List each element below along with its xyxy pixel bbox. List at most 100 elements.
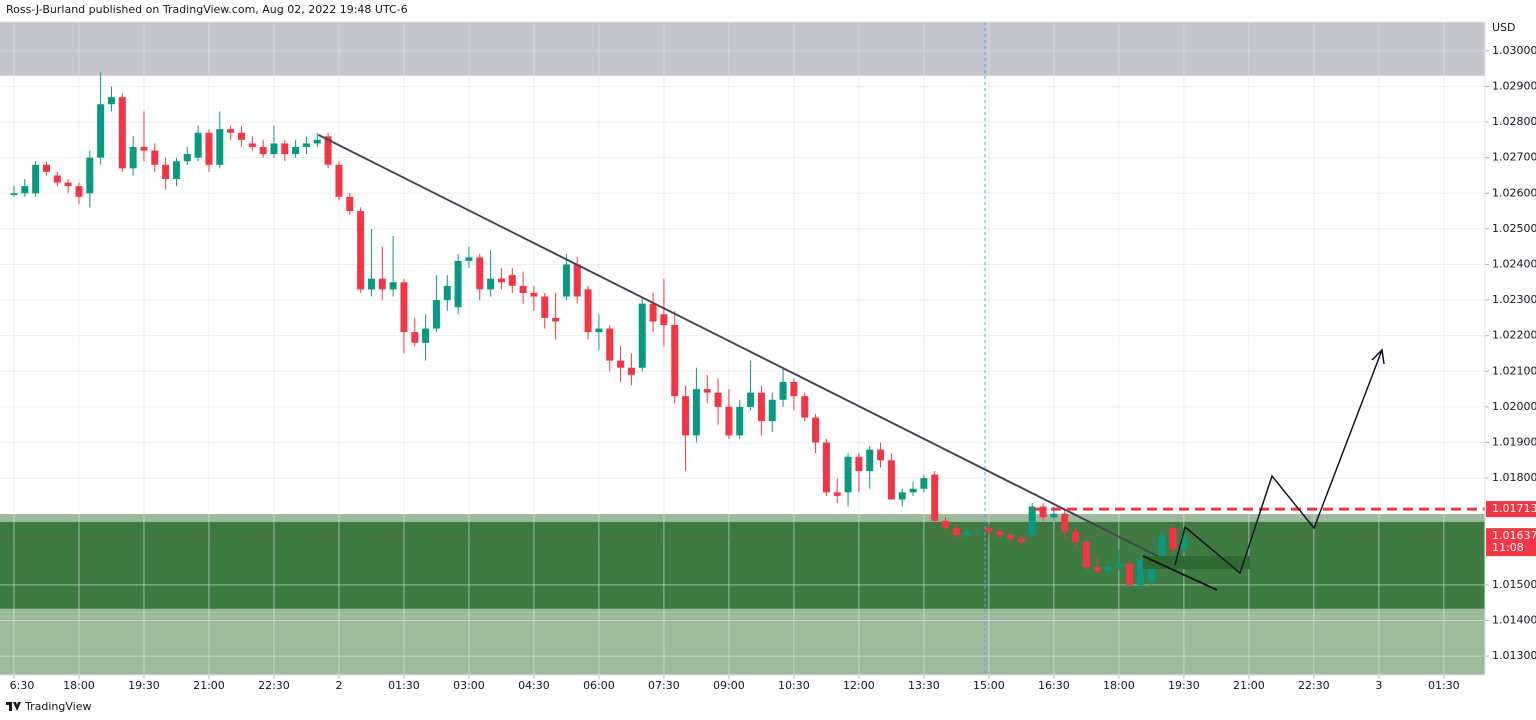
candle-body <box>627 367 635 375</box>
trend-line <box>317 133 1176 566</box>
candle-body <box>584 289 592 333</box>
y-tick-label: 1.01500 <box>1492 578 1536 591</box>
candle-body <box>974 531 982 533</box>
candle-body <box>573 264 581 297</box>
candle-body <box>812 417 820 443</box>
candle-body <box>1007 535 1015 539</box>
candle-body <box>1050 513 1058 518</box>
candle-body <box>86 157 94 194</box>
candle-body <box>595 328 603 333</box>
candle-body <box>140 146 148 151</box>
candle-body <box>248 143 256 147</box>
x-tick-label: 12:00 <box>843 679 875 692</box>
x-tick-label: 3 <box>1375 679 1382 692</box>
candle-body <box>487 278 495 290</box>
candle-body <box>10 193 18 196</box>
candle-body <box>671 325 679 397</box>
candle-body <box>194 132 202 158</box>
candle-body <box>162 164 170 180</box>
y-tick-label: 1.02900 <box>1492 79 1536 92</box>
candle-body <box>866 449 874 471</box>
candle-body <box>292 146 300 155</box>
x-tick-label: 15:00 <box>973 679 1005 692</box>
candle-body <box>465 257 473 261</box>
axes: 1.03000 1.02900 1.02800 1.02700 1.02600 1.025… <box>10 44 1536 692</box>
x-tick-label: 06:00 <box>583 679 615 692</box>
candle-body <box>660 314 668 326</box>
candle-body <box>21 186 29 194</box>
candle-body <box>736 406 744 436</box>
candle-body <box>1147 559 1155 582</box>
x-tick-label: 07:30 <box>648 679 680 692</box>
candle-body <box>1082 542 1090 568</box>
logo-icon <box>6 702 21 711</box>
candle-body <box>790 381 798 397</box>
candle-body <box>887 460 895 500</box>
x-tick-label: 6:30 <box>10 679 35 692</box>
y-tick-label: 1.02700 <box>1492 151 1536 164</box>
candle-body <box>411 332 419 343</box>
zone <box>0 521 1485 609</box>
x-tick-label: 01:30 <box>1428 679 1460 692</box>
candle-body <box>703 389 711 393</box>
x-tick-label: 21:00 <box>1233 679 1265 692</box>
candle-body <box>931 474 939 521</box>
candle-body <box>1028 506 1036 536</box>
candle-body <box>714 392 722 407</box>
x-tick-label: 19:30 <box>1168 679 1200 692</box>
x-tick-label: 18:00 <box>63 679 95 692</box>
level-label-box <box>1486 501 1536 518</box>
candle-body <box>400 282 408 333</box>
candle-body <box>53 175 61 183</box>
x-tick-label: 2 <box>335 679 342 692</box>
candle-body <box>1104 567 1112 571</box>
candle-body <box>346 196 354 212</box>
header-text: Ross-J-Burland published on TradingView.… <box>6 3 408 16</box>
candle-body <box>259 146 267 155</box>
drawing-line <box>1142 555 1218 591</box>
x-tick-label: 09:00 <box>713 679 745 692</box>
candle-body <box>508 275 516 286</box>
candle-body <box>443 285 451 301</box>
candle-body <box>1158 535 1166 560</box>
y-tick-label: 1.02000 <box>1492 400 1536 413</box>
candle-body <box>118 97 126 169</box>
candle-body <box>64 182 72 187</box>
candle-body <box>389 282 397 290</box>
candle-body <box>237 132 245 140</box>
x-tick-label: 21:00 <box>193 679 225 692</box>
y-tick-label: 1.01800 <box>1492 471 1536 484</box>
candle-body <box>1115 563 1123 568</box>
candle-body <box>692 389 700 436</box>
y-tick-label: 1.02500 <box>1492 222 1536 235</box>
zone <box>0 22 1485 76</box>
candle-body <box>216 129 224 165</box>
candle-body <box>378 278 386 290</box>
x-tick-label: 10:30 <box>778 679 810 692</box>
candle-body <box>205 132 213 165</box>
footer-logo <box>6 702 21 711</box>
candle-body <box>768 399 776 422</box>
x-tick-label: 13:30 <box>908 679 940 692</box>
candle-body <box>151 150 159 165</box>
zones <box>0 22 1485 675</box>
candle-body <box>454 260 462 308</box>
candle-body <box>562 264 570 297</box>
grid <box>0 22 1485 675</box>
candle-body <box>497 278 505 283</box>
candle-body <box>757 392 765 422</box>
candle-body <box>985 527 993 532</box>
candle-body <box>270 143 278 155</box>
candle-body <box>1126 563 1134 585</box>
candle-body <box>552 317 560 322</box>
y-tick-label: 1.02100 <box>1492 364 1536 377</box>
candle-body <box>844 456 852 493</box>
candle-body <box>107 97 115 105</box>
y-tick-label: 1.01300 <box>1492 649 1536 662</box>
candle-body <box>42 164 50 172</box>
y-tick-label: 1.01400 <box>1492 614 1536 627</box>
candle-body <box>725 406 733 436</box>
candle-body <box>1093 567 1101 571</box>
x-tick-label: 04:30 <box>518 679 550 692</box>
